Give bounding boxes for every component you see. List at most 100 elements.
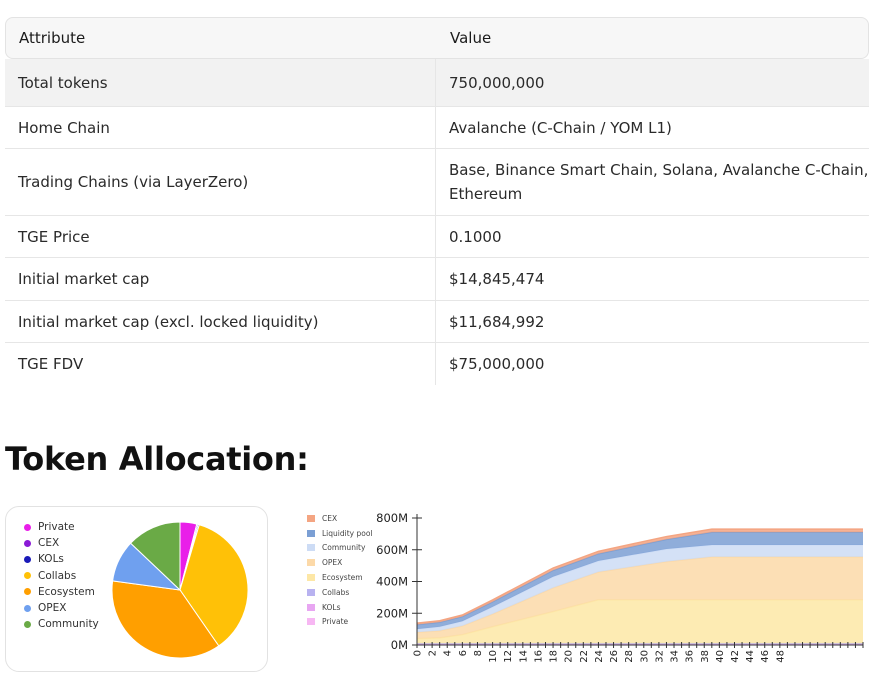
row-value: 750,000,000: [449, 73, 545, 92]
area-legend-item: Community: [307, 541, 373, 556]
legend-swatch: [307, 514, 315, 522]
x-tick-label: 10: [488, 650, 499, 663]
area-legend-item: Liquidity pool: [307, 526, 373, 541]
x-tick-label: 28: [624, 650, 635, 663]
legend-label: KOLs: [322, 602, 341, 612]
row-attribute: Total tokens: [5, 59, 436, 106]
area-legend: CEX Liquidity pool Community OPEX Ecosystem C…: [307, 511, 373, 629]
legend-swatch: [307, 618, 315, 626]
pie-legend-item: Community: [24, 616, 99, 632]
pie-legend: Private CEX KOLs Collabs Ecosystem OPEX Commun…: [24, 519, 99, 632]
pie-legend-item: Collabs: [24, 568, 99, 584]
attributes-table: Attribute Value Total tokens 750,000,000…: [5, 17, 869, 385]
pie-chart: [111, 521, 249, 659]
pie-slice-ecosystem: [111, 580, 220, 659]
area-legend-item: Private: [307, 615, 373, 630]
area-legend-item: CEX: [307, 511, 373, 526]
x-tick-label: 38: [700, 650, 711, 663]
row-attribute: Initial market cap (excl. locked liquidi…: [5, 301, 436, 342]
x-tick-label: 4: [443, 650, 454, 656]
x-tick-label: 40: [715, 650, 726, 663]
table-row: Home Chain Avalanche (C-Chain / YOM L1): [5, 107, 869, 149]
legend-swatch: [307, 559, 315, 567]
area-legend-item: Ecosystem: [307, 570, 373, 585]
legend-label: KOLs: [38, 553, 64, 566]
row-value: Base, Binance Smart Chain, Solana, Avala…: [449, 161, 869, 203]
legend-dot: [24, 555, 31, 563]
row-attribute: TGE FDV: [5, 343, 436, 385]
row-value: $14,845,474: [449, 270, 545, 288]
area-legend-item: OPEX: [307, 555, 373, 570]
x-tick-label: 6: [458, 650, 469, 656]
table-header: Attribute Value: [5, 17, 869, 59]
x-tick-label: 26: [609, 650, 620, 663]
legend-label: Ecosystem: [38, 585, 95, 598]
legend-label: Ecosystem: [322, 573, 363, 583]
row-attribute: TGE Price: [5, 216, 436, 257]
legend-label: CEX: [322, 513, 338, 523]
row-value: Avalanche (C-Chain / YOM L1): [449, 118, 672, 137]
legend-dot: [24, 539, 31, 547]
legend-dot: [24, 604, 31, 612]
pie-legend-item: KOLs: [24, 551, 99, 567]
row-attribute: Home Chain: [5, 107, 436, 148]
legend-label: Community: [38, 618, 99, 631]
x-tick-label: 44: [745, 650, 756, 663]
row-value: $11,684,992: [449, 312, 545, 331]
pie-legend-item: CEX: [24, 535, 99, 551]
area-series-community: [417, 544, 863, 633]
x-tick-label: 8: [473, 650, 484, 656]
legend-label: Private: [38, 521, 75, 534]
pie-legend-item: Ecosystem: [24, 584, 99, 600]
y-tick-label: 0M: [391, 638, 408, 652]
area-legend-item: KOLs: [307, 600, 373, 615]
area-legend-item: Collabs: [307, 585, 373, 600]
x-tick-label: 34: [670, 650, 681, 663]
pie-legend-item: Private: [24, 519, 99, 535]
x-tick-label: 22: [579, 650, 590, 663]
legend-swatch: [307, 529, 315, 537]
x-tick-label: 2: [428, 650, 439, 656]
legend-label: OPEX: [38, 602, 67, 615]
legend-label: OPEX: [322, 558, 343, 568]
legend-label: Liquidity pool: [322, 528, 373, 538]
x-tick-label: 36: [685, 650, 696, 663]
legend-dot: [24, 572, 31, 580]
table-row: TGE Price 0.1000: [5, 216, 869, 258]
x-tick-label: 16: [533, 650, 544, 663]
x-tick-label: 24: [594, 650, 605, 663]
row-attribute: Initial market cap: [5, 258, 436, 300]
row-attribute: Trading Chains (via LayerZero): [5, 149, 436, 215]
pie-chart-card: Private CEX KOLs Collabs Ecosystem OPEX Commun…: [5, 506, 268, 672]
legend-label: Private: [322, 617, 349, 627]
area-series-ecosystem: [417, 599, 863, 644]
row-value: $75,000,000: [449, 355, 545, 373]
pie-legend-item: OPEX: [24, 600, 99, 616]
area-series-liquidity-pool: [417, 532, 863, 630]
y-tick-label: 600M: [376, 543, 408, 557]
x-tick-label: 32: [654, 650, 665, 663]
y-tick-label: 400M: [376, 575, 408, 589]
legend-label: Collabs: [322, 587, 350, 597]
area-series-line: [416, 531, 863, 626]
pie-slice-community: [129, 521, 181, 592]
x-tick-label: 46: [760, 650, 771, 663]
x-tick-label: 12: [503, 650, 514, 663]
x-tick-label: 48: [775, 650, 786, 663]
legend-label: Community: [322, 543, 366, 553]
x-tick-label: 30: [639, 650, 650, 663]
row-value: 0.1000: [449, 227, 502, 246]
legend-swatch: [307, 588, 315, 596]
area-series-line: [416, 528, 863, 624]
legend-label: CEX: [38, 537, 60, 550]
y-tick-label: 200M: [376, 606, 408, 620]
legend-swatch: [307, 603, 315, 611]
table-row: Initial market cap (excl. locked liquidi…: [5, 301, 869, 343]
legend-label: Collabs: [38, 569, 77, 582]
header-value: Value: [450, 29, 492, 47]
table-row: Trading Chains (via LayerZero) Base, Bin…: [5, 149, 869, 216]
legend-swatch: [307, 544, 315, 552]
y-tick-label: 800M: [376, 511, 408, 525]
legend-dot: [24, 523, 31, 531]
